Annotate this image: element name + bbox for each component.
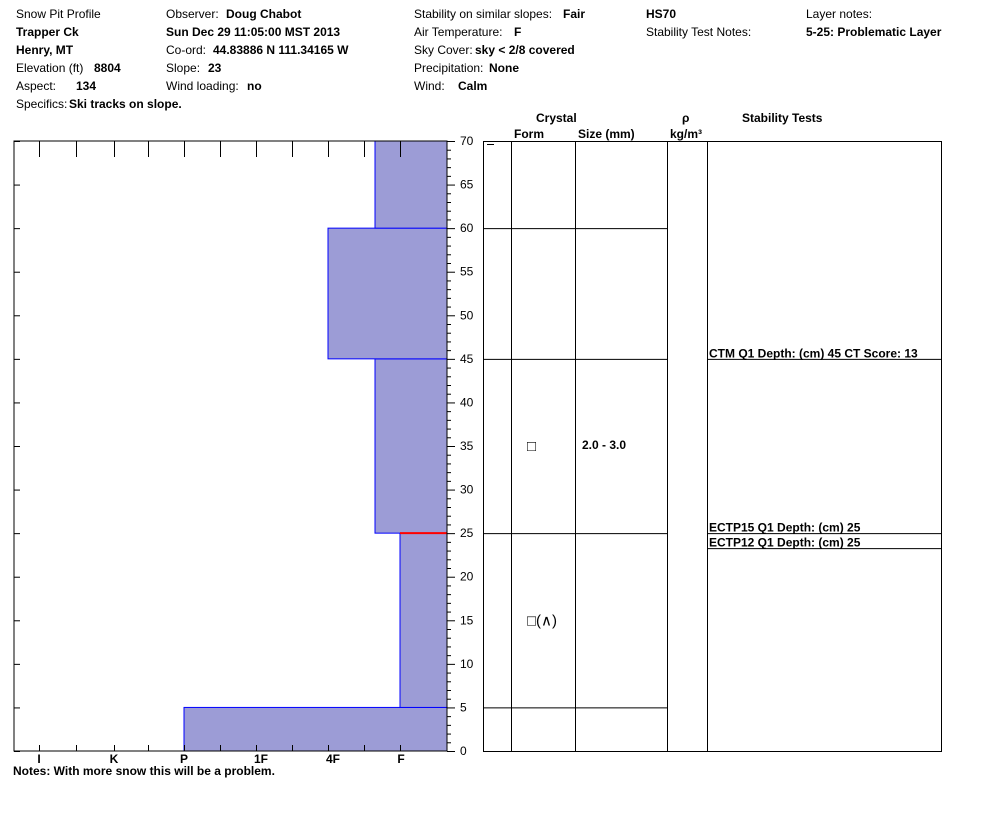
depth-tick-label: 50 — [460, 308, 474, 322]
hardness-tick-label: K — [110, 752, 119, 766]
location-name: Trapper Ck — [16, 25, 79, 39]
specifics-label: Specifics: — [16, 97, 68, 111]
form-header: Form — [514, 127, 544, 141]
hardness-bar — [183, 706, 448, 752]
depth-axis: 0 5 10 15 20 25 30 35 40 45 50 55 60 65 70 — [14, 134, 474, 758]
depth-tick-label: 10 — [460, 657, 474, 671]
precip-value: None — [489, 61, 519, 75]
wind-value: Calm — [458, 79, 488, 93]
stability-test-marks: CTM Q1 Depth: (cm) 45 CT Score: 13 ECTP15… — [707, 346, 941, 550]
hardness-tick-label: F — [397, 752, 404, 766]
depth-tick-label: 70 — [460, 134, 474, 148]
stability-tests-header: Stability Tests — [742, 111, 823, 125]
stability-test-label: ECTP12 Q1 Depth: (cm) 25 — [709, 536, 861, 550]
crystal-form: □(∧) — [527, 612, 557, 629]
depth-tick-label: 65 — [460, 178, 474, 192]
crystal-marks: □ 2.0 - 3.0 □(∧) — [527, 438, 626, 629]
layer-note-value: 5-25: Problematic Layer — [806, 25, 942, 39]
depth-tick-label: 40 — [460, 395, 474, 409]
depth-tick-label: 45 — [460, 352, 474, 366]
crystal-form: □ — [527, 438, 536, 455]
depth-tick-label: 25 — [460, 526, 474, 540]
aspect-value: 134 — [76, 79, 97, 93]
air-temp-value: F — [514, 25, 522, 39]
hardness-bar — [374, 140, 448, 229]
density-unit-header: kg/m³ — [670, 127, 703, 141]
depth-tick-label: 5 — [460, 700, 467, 714]
footer-notes: Notes: With more snow this will be a pro… — [13, 764, 275, 778]
density-symbol: ρ — [682, 111, 690, 125]
layer-notes-label: Layer notes: — [806, 7, 873, 21]
depth-tick-label: 15 — [460, 613, 474, 627]
slope-value: 23 — [208, 61, 222, 75]
hardness-bar — [399, 532, 448, 708]
sky-value: sky < 2/8 covered — [475, 43, 575, 57]
aspect-label: Aspect: — [16, 79, 57, 93]
sky-label: Sky Cover: — [414, 43, 473, 57]
layer-table-grid — [483, 141, 942, 752]
observation-datetime: Sun Dec 29 11:05:00 MST 2013 — [166, 25, 341, 39]
coord-value: 44.83886 N 111.34165 W — [213, 43, 349, 57]
observer-label: Observer: — [166, 7, 219, 21]
layer-table-frame — [483, 141, 942, 752]
elevation-label: Elevation (ft) — [16, 61, 84, 75]
wind-label: Wind: — [414, 79, 445, 93]
region-name: Henry, MT — [16, 43, 74, 57]
stability-test-label: ECTP15 Q1 Depth: (cm) 25 — [709, 521, 861, 535]
hardness-tick-label: I — [37, 752, 40, 766]
precip-label: Precipitation: — [414, 61, 484, 75]
observer-value: Doug Chabot — [226, 7, 302, 21]
stability-notes-label: Stability Test Notes: — [646, 25, 752, 39]
hardness-bar — [327, 227, 448, 360]
snow-height: HS70 — [646, 7, 677, 21]
hardness-bar — [374, 358, 448, 534]
hardness-tick-label: 4F — [326, 752, 340, 766]
hardness-tick-label: 1F — [254, 752, 268, 766]
hardness-layers — [183, 140, 448, 752]
depth-tick-label: 60 — [460, 221, 474, 235]
size-header: Size (mm) — [578, 127, 635, 141]
elevation-value: 8804 — [94, 61, 121, 75]
depth-tick-label: 35 — [460, 439, 474, 453]
hardness-tick-label: P — [180, 752, 188, 766]
wind-loading-label: Wind loading: — [166, 79, 239, 93]
crystal-header: Crystal — [536, 111, 577, 125]
stability-label: Stability on similar slopes: — [414, 7, 553, 21]
wind-loading-value: no — [247, 79, 262, 93]
crystal-size: 2.0 - 3.0 — [582, 438, 626, 452]
depth-tick-label: 0 — [460, 744, 467, 758]
depth-tick-label: 20 — [460, 570, 474, 584]
air-temp-label: Air Temperature: — [414, 25, 503, 39]
coord-label: Co-ord: — [166, 43, 207, 57]
profile-title: Snow Pit Profile — [16, 7, 101, 21]
hardness-axis: I K P 1F 4F F — [37, 141, 405, 766]
depth-tick-label: 30 — [460, 483, 474, 497]
stability-value: Fair — [563, 7, 586, 21]
stability-test-label: CTM Q1 Depth: (cm) 45 CT Score: 13 — [709, 346, 918, 360]
specifics-value: Ski tracks on slope. — [69, 97, 182, 111]
depth-tick-label: 55 — [460, 265, 474, 279]
slope-label: Slope: — [166, 61, 201, 75]
